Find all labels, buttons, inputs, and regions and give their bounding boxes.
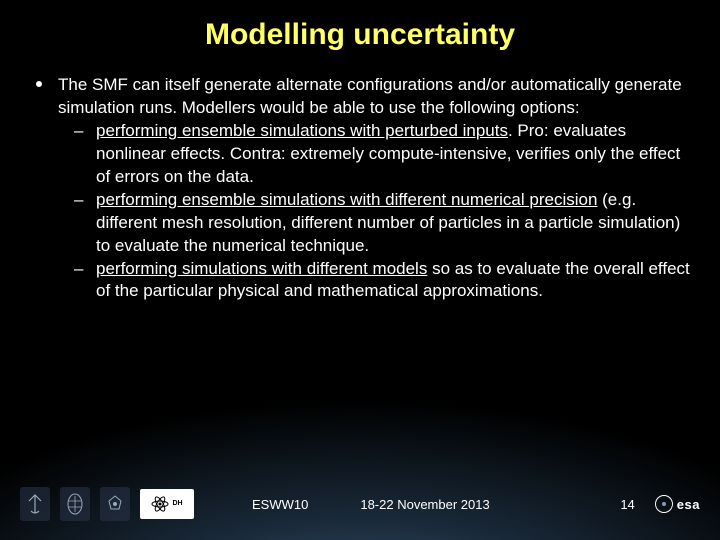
option-item: – performing ensemble simulations with p… [96, 120, 690, 189]
option-item: – performing simulations with different … [96, 258, 690, 304]
option-lead: performing ensemble simulations with per… [96, 121, 508, 140]
esa-label: esa [677, 497, 700, 512]
partner-logo-1 [20, 487, 50, 521]
slide-title: Modelling uncertainty [30, 18, 690, 52]
option-item: – performing ensemble simulations with d… [96, 189, 690, 258]
sub-list: – performing ensemble simulations with p… [58, 120, 690, 304]
dh-label: DH [172, 501, 182, 507]
footer: DH ESWW10 18-22 November 2013 14 esa [0, 484, 720, 524]
dash-icon: – [74, 120, 83, 143]
date-label: 18-22 November 2013 [360, 497, 489, 512]
partner-logo-2 [60, 487, 90, 521]
dh-logo: DH [140, 489, 194, 519]
esa-logo: esa [655, 495, 700, 513]
slide-content: The SMF can itself generate alternate co… [30, 74, 690, 303]
partner-logo-3 [100, 487, 130, 521]
dash-icon: – [74, 189, 83, 212]
slide: Modelling uncertainty The SMF can itself… [0, 0, 720, 540]
option-lead: performing simulations with different mo… [96, 259, 427, 278]
bullet-dot-icon [36, 81, 42, 87]
main-bullet: The SMF can itself generate alternate co… [58, 74, 690, 303]
dash-icon: – [74, 258, 83, 281]
option-lead: performing ensemble simulations with dif… [96, 190, 597, 209]
conference-label: ESWW10 [252, 497, 308, 512]
esa-globe-icon [655, 495, 673, 513]
page-number: 14 [620, 497, 634, 512]
atom-icon [151, 495, 169, 513]
footer-logos: DH [20, 487, 194, 521]
bullet-list: The SMF can itself generate alternate co… [30, 74, 690, 303]
intro-text: The SMF can itself generate alternate co… [58, 75, 682, 117]
